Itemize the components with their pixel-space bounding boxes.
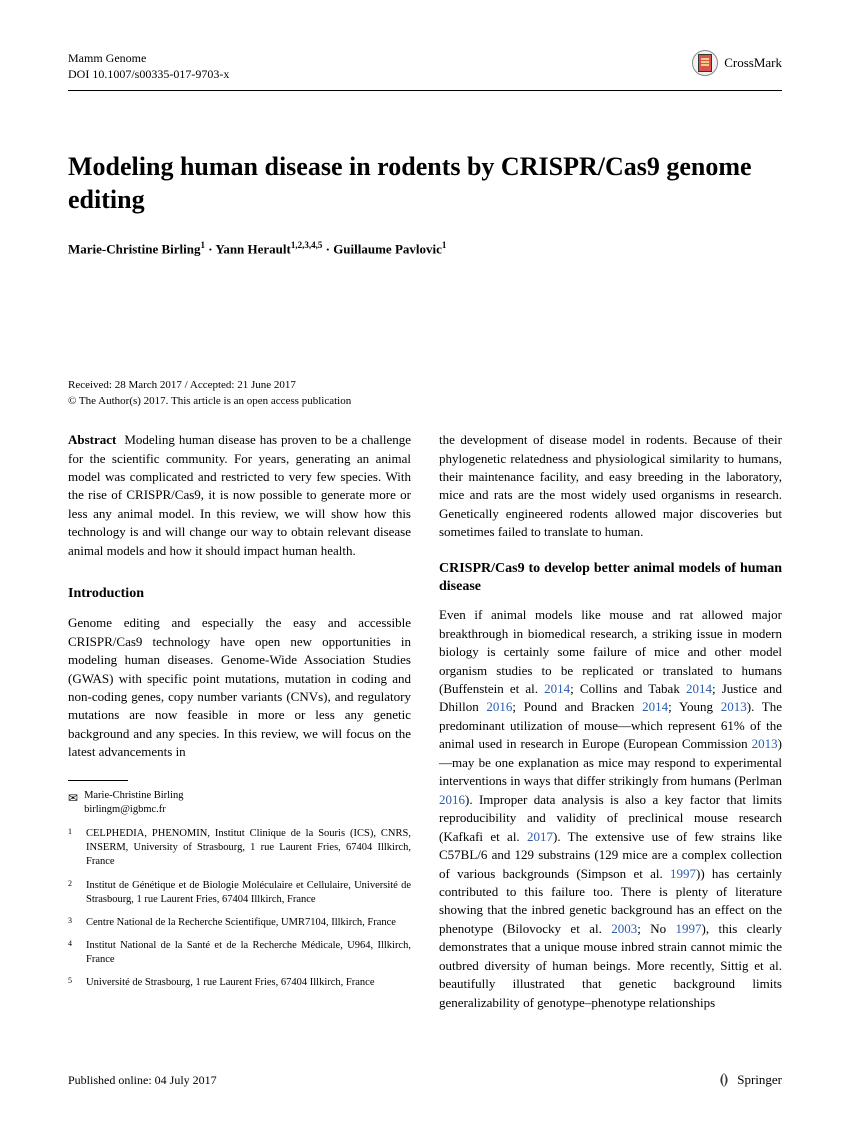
affiliation-text: Institut National de la Santé et de la R…: [86, 939, 411, 967]
affiliation-number: 1: [68, 827, 76, 870]
affiliation-number: 5: [68, 976, 76, 990]
published-online: Published online: 04 July 2017: [68, 1073, 217, 1088]
intro-continuation: the development of disease model in rode…: [439, 431, 782, 542]
affiliation-item: 4 Institut National de la Santé et de la …: [68, 939, 411, 967]
springer-icon: [715, 1071, 733, 1089]
doi: DOI 10.1007/s00335-017-9703-x: [68, 66, 229, 82]
authors: Marie-Christine Birling1 · Yann Herault1…: [68, 240, 782, 257]
publisher-badge: Springer: [715, 1071, 782, 1089]
publisher-name: Springer: [737, 1072, 782, 1088]
affiliation-item: 2 Institut de Génétique et de Biologie Mo…: [68, 879, 411, 907]
crossmark-badge[interactable]: CrossMark: [692, 50, 782, 76]
affiliation-text: Université de Strasbourg, 1 rue Laurent …: [86, 976, 374, 990]
corresp-email: birlingm@igbmc.fr: [84, 803, 183, 817]
header-rule: [68, 90, 782, 91]
abstract-text: Modeling human disease has proven to be …: [68, 432, 411, 558]
crispr-body: Even if animal models like mouse and rat…: [439, 606, 782, 1012]
right-column: the development of disease model in rode…: [439, 431, 782, 1012]
correspondence: ✉ Marie-Christine Birling birlingm@igbmc…: [68, 789, 411, 817]
affiliation-text: CELPHEDIA, PHENOMIN, Institut Clinique d…: [86, 827, 411, 870]
affiliation-number: 3: [68, 916, 76, 930]
page-footer: Published online: 04 July 2017 Springer: [68, 1071, 782, 1089]
section-heading-crispr: CRISPR/Cas9 to develop better animal mod…: [439, 560, 782, 596]
journal-info: Mamm Genome DOI 10.1007/s00335-017-9703-…: [68, 50, 229, 82]
corresp-name: Marie-Christine Birling: [84, 789, 183, 803]
article-dates: Received: 28 March 2017 / Accepted: 21 J…: [68, 378, 782, 393]
copyright: © The Author(s) 2017. This article is an…: [68, 395, 782, 407]
body-columns: Abstract Modeling human disease has prov…: [68, 431, 782, 1012]
abstract: Abstract Modeling human disease has prov…: [68, 431, 411, 560]
affiliation-text: Centre National de la Recherche Scientif…: [86, 916, 396, 930]
article-title: Modeling human disease in rodents by CRI…: [68, 151, 782, 216]
introduction-heading: Introduction: [68, 584, 411, 604]
abstract-label: Abstract: [68, 432, 116, 447]
left-column: Abstract Modeling human disease has prov…: [68, 431, 411, 1012]
crossmark-icon: [692, 50, 718, 76]
crossmark-label: CrossMark: [724, 55, 782, 71]
affiliation-number: 4: [68, 939, 76, 967]
affiliation-item: 1CELPHEDIA, PHENOMIN, Institut Clinique …: [68, 827, 411, 870]
affiliation-text: Institut de Génétique et de Biologie Mol…: [86, 879, 411, 907]
journal-name: Mamm Genome: [68, 50, 229, 66]
affiliation-item: 3 Centre National de la Recherche Scienti…: [68, 916, 411, 930]
affiliation-item: 5 Université de Strasbourg, 1 rue Laurent…: [68, 976, 411, 990]
footnote-rule: [68, 780, 128, 781]
introduction-text: Genome editing and especially the easy a…: [68, 614, 411, 762]
envelope-icon: ✉: [68, 790, 78, 817]
page-header: Mamm Genome DOI 10.1007/s00335-017-9703-…: [68, 50, 782, 82]
affiliation-number: 2: [68, 879, 76, 907]
affiliations-list: 1CELPHEDIA, PHENOMIN, Institut Clinique …: [68, 827, 411, 991]
